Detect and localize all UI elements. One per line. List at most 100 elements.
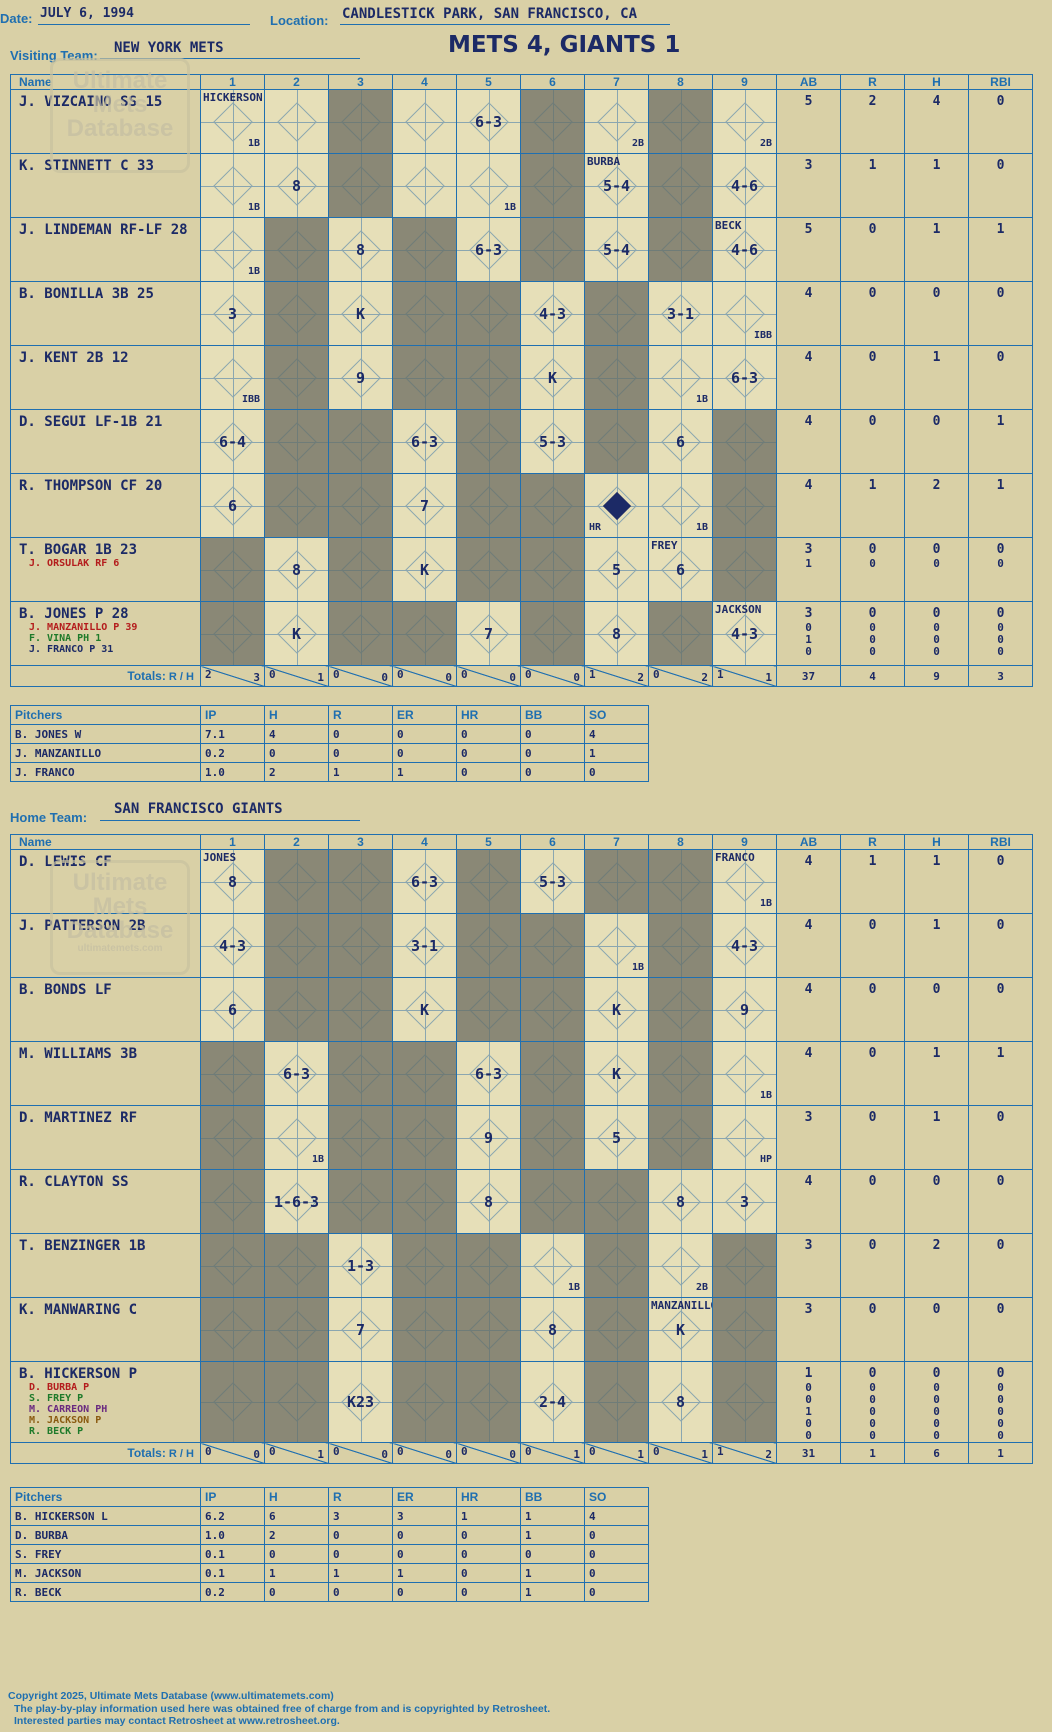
pitcher-stat: 1 [520, 1563, 585, 1583]
pitcher-column-header: SO [584, 1487, 649, 1507]
diamond-icon [340, 485, 381, 526]
batter-name-cell: B. HICKERSON P D. BURBA P S. FREY P M. CAR… [10, 1361, 201, 1443]
diamond-icon [724, 293, 765, 334]
uniform-number: 15 [145, 94, 163, 110]
stat-value: 0 [868, 286, 877, 301]
stat-value: 0 [869, 621, 876, 634]
diamond-icon [660, 165, 701, 206]
pitcher-stat: 2 [264, 762, 329, 782]
pitcher-stat: 0 [392, 743, 457, 763]
batter-row: J. VIZCAINO SS 15 1B HICKERSON 6-3 2B 2B 5 2 4 0 [10, 89, 1033, 154]
pitcher-stat: 1 [456, 1506, 521, 1526]
stat-value: 0 [932, 1174, 941, 1189]
at-bat-cell [520, 1041, 585, 1106]
at-bat-cell [648, 977, 713, 1042]
diamond-icon [404, 1309, 445, 1350]
at-bat-cell [520, 153, 585, 218]
stat-value: 0 [996, 918, 1005, 933]
pitcher-stat: 7.1 [200, 724, 265, 744]
team-total: 31 [776, 1442, 841, 1464]
stat-value: 3 [804, 606, 813, 621]
diamond-icon [596, 861, 637, 902]
diamond-icon [404, 101, 445, 142]
inning-runs: 0 [333, 668, 340, 681]
play-result: K [611, 1000, 622, 1019]
at-bat-cell: HP [712, 1105, 777, 1170]
at-bat-cell [264, 281, 329, 346]
stat-value: 0 [933, 1429, 940, 1442]
inning-header: 1 [200, 834, 265, 850]
at-bat-cell: 1B [584, 913, 649, 978]
play-result: 1B [247, 138, 260, 149]
pitcher-row: D. BURBA 1.0 2 0 0 0 1 0 [10, 1525, 649, 1545]
diamond-icon [340, 861, 381, 902]
stat-value: 2 [932, 478, 941, 493]
play-result: 1B [247, 266, 260, 277]
batter-name: K. MANWARING C [19, 1302, 138, 1318]
diamond-icon [404, 1181, 445, 1222]
play-result: 7 [483, 624, 494, 643]
stat-value: 1 [996, 222, 1005, 237]
diamond-icon [212, 549, 253, 590]
stat-value: 0 [869, 1405, 876, 1418]
batter-name: B. BONDS LF [19, 982, 112, 998]
pitcher-stat: 0 [456, 1582, 521, 1602]
batter-name: T. BOGAR 1B [19, 542, 112, 558]
inning-runs: 0 [269, 1445, 276, 1458]
play-result: 8 [675, 1192, 686, 1211]
stat-value: 0 [868, 918, 877, 933]
stat-value: 0 [869, 1417, 876, 1430]
inning-header: 4 [392, 74, 457, 90]
play-result: 1-3 [346, 1256, 375, 1275]
at-bat-cell [584, 849, 649, 914]
visiting-team-name: NEW YORK METS [114, 40, 224, 56]
diamond-icon [468, 549, 509, 590]
batter-name: M. WILLIAMS 3B [19, 1046, 138, 1062]
at-bat-cell: 6-3 [392, 409, 457, 474]
play-result: 1B [247, 202, 260, 213]
play-result: 1B [631, 962, 644, 973]
pitcher-stat: 0 [584, 762, 649, 782]
stat-cell: 0 [840, 1041, 905, 1106]
stat-value: 1 [868, 158, 877, 173]
at-bat-cell: 2B [648, 1233, 713, 1298]
diamond-icon [660, 1245, 701, 1286]
pitcher-column-header: Pitchers [10, 1487, 201, 1507]
diamond-icon [276, 229, 317, 270]
inning-hits: 1 [317, 1448, 324, 1461]
inning-hits: 2 [765, 1448, 772, 1461]
at-bat-cell: 8 [520, 1297, 585, 1362]
diamond-icon [596, 1309, 637, 1350]
play-result: 1B [695, 522, 708, 533]
stat-cell: 0 [968, 1169, 1033, 1234]
diamond-icon [276, 1117, 317, 1158]
pitcher-row: M. JACKSON 0.1 1 1 1 0 1 0 [10, 1563, 649, 1583]
stat-value: 0 [996, 1174, 1005, 1189]
at-bat-cell [328, 601, 393, 666]
at-bat-cell [712, 473, 777, 538]
stat-value: 0 [932, 414, 941, 429]
visitor_pitchers-table: Pitchers IP H R ER HR BB SO B. JONES W 7.1 4 0 0 0 0 4 J… [10, 705, 649, 782]
diamond-icon [660, 1117, 701, 1158]
stat-value: 4 [804, 478, 813, 493]
at-bat-cell [584, 1297, 649, 1362]
batter-row: D. SEGUI LF-1B 21 6-4 6-3 5-3 6 4 0 0 1 [10, 409, 1033, 474]
stat-value: 2 [868, 94, 877, 109]
diamond-icon [532, 989, 573, 1030]
batter-name-cell: R. THOMPSON CF 20 [10, 473, 201, 538]
stat-value: 1 [868, 478, 877, 493]
stat-value: 0 [868, 414, 877, 429]
stat-value: 0 [933, 645, 940, 658]
play-result: 9 [739, 1000, 750, 1019]
at-bat-cell: 8 [584, 601, 649, 666]
play-result: IBB [241, 394, 260, 405]
stat-value: 4 [804, 982, 813, 997]
at-bat-cell: K [584, 1041, 649, 1106]
stat-value: 4 [932, 94, 941, 109]
play-result: 5-4 [602, 240, 631, 259]
inning-hits: 1 [637, 1448, 644, 1461]
stat-cell: 0 [968, 153, 1033, 218]
diamond-icon [532, 925, 573, 966]
location-label: Location: [270, 13, 329, 28]
